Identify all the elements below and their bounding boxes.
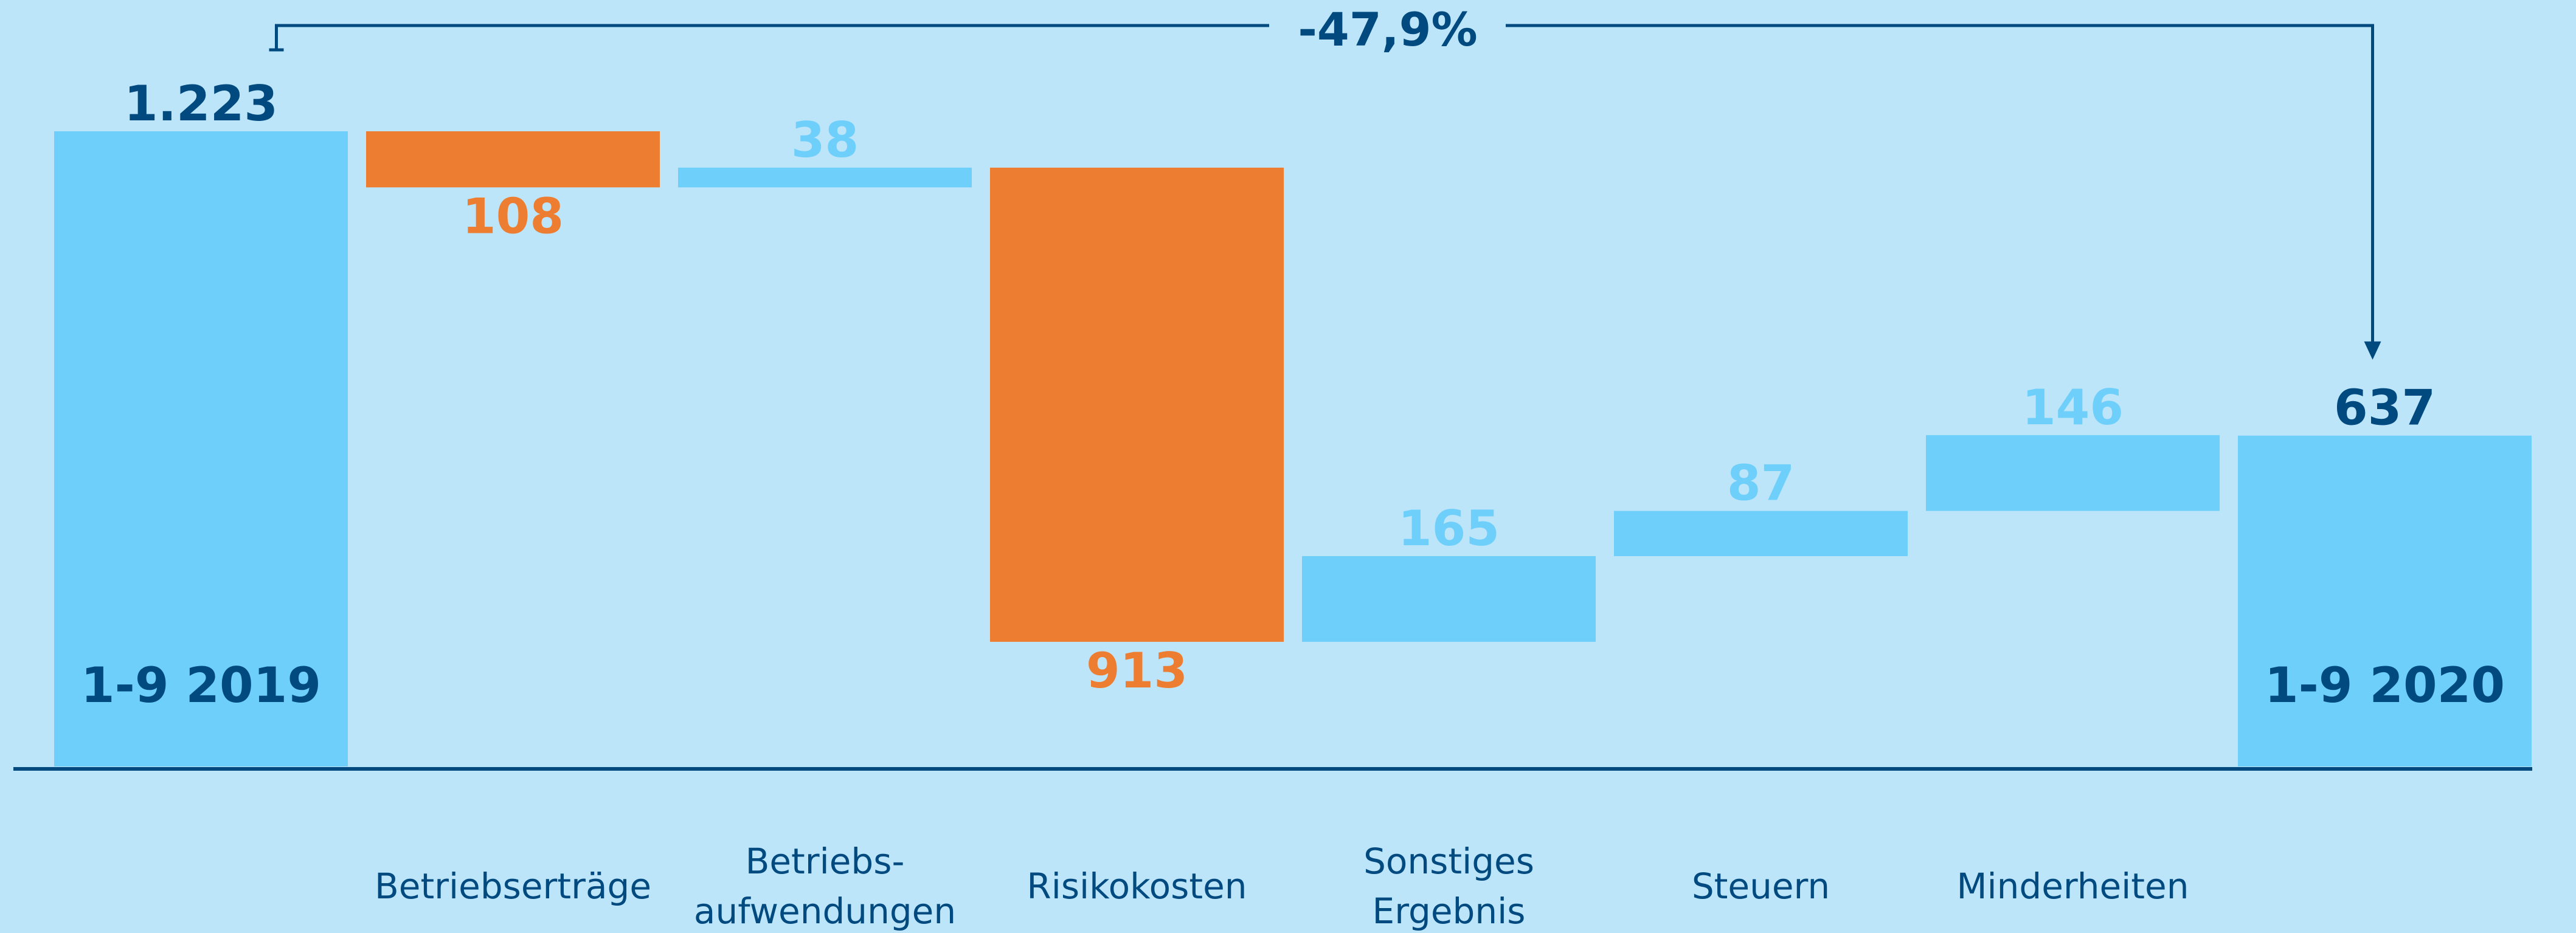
bar xyxy=(1614,511,1908,556)
value-label: 637 xyxy=(2334,380,2436,436)
bracket-right xyxy=(1506,24,2374,345)
x-tick-label: Risikokosten xyxy=(1027,866,1247,907)
x-tick-label: Betriebs-aufwendungen xyxy=(694,841,956,932)
bar xyxy=(990,167,1284,642)
value-label: 913 xyxy=(1086,642,1188,699)
value-label: 1.223 xyxy=(124,75,278,132)
x-tick-label: Steuern xyxy=(1692,866,1830,907)
bar xyxy=(678,167,972,188)
x-tick-label: Minderheiten xyxy=(1957,866,2189,907)
value-label: 87 xyxy=(1727,455,1795,512)
x-tick-label: Betriebserträge xyxy=(375,866,651,907)
value-label: 165 xyxy=(1398,500,1500,557)
value-label: 38 xyxy=(791,112,859,168)
arrow-head xyxy=(2364,341,2381,360)
x-tick-label: Sonstiges Ergebnis xyxy=(1363,841,1534,932)
total-label: 1-9 2019 xyxy=(81,657,321,714)
bar xyxy=(2238,435,2532,766)
value-label: 108 xyxy=(462,188,564,244)
value-label: 146 xyxy=(2022,379,2124,436)
bar xyxy=(1302,556,1596,642)
bracket-left xyxy=(269,24,1269,52)
change-annotation: -47,9% xyxy=(1298,2,1477,57)
bar xyxy=(54,131,348,766)
total-label: 1-9 2020 xyxy=(2265,657,2505,714)
bar xyxy=(1926,435,2220,511)
bar xyxy=(366,131,660,188)
